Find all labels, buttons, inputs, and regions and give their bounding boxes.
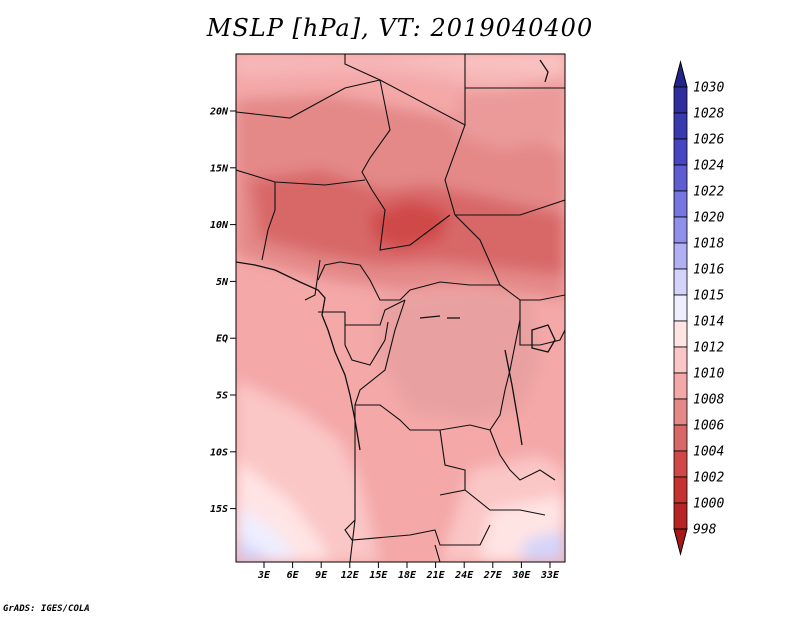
lon-tick-label: 27E: [483, 570, 503, 581]
colorbar-label: 1016: [693, 263, 724, 278]
colorbar-swatch: [673, 112, 688, 140]
colorbar-swatch: [673, 86, 688, 114]
colorbar-label: 1010: [693, 367, 724, 382]
lon-tick-label: 12E: [341, 570, 360, 581]
pressure-field: [236, 54, 565, 562]
colorbar-label: 1026: [693, 133, 724, 148]
country-borders: [236, 54, 565, 562]
colorbar-swatch: [673, 190, 688, 218]
colorbar-label: 1030: [693, 81, 724, 96]
colorbar-swatch: [673, 372, 688, 400]
colorbar-label: 1008: [693, 393, 724, 408]
colorbar-label: 1012: [693, 341, 724, 356]
colorbar-swatch: [673, 424, 688, 452]
colorbar-label: 1024: [693, 159, 724, 174]
colorbar-label: 1015: [693, 289, 724, 304]
lat-tick-label: EQ: [216, 334, 228, 345]
lon-tick-label: 18E: [398, 570, 417, 581]
longitude-axis: 3E 6E 9E 12E 15E 18E 21E 24E 27E 30E 33E: [257, 562, 560, 581]
plot-frame: [235, 53, 566, 563]
colorbar-label: 1022: [693, 185, 724, 200]
colorbar: 1030 1028 1026 1024 1022 1020 1018 1016 1015 1014…: [673, 60, 724, 556]
lon-tick-label: 33E: [540, 570, 560, 581]
lat-tick-label: 10N: [210, 220, 229, 231]
colorbar-swatch: [673, 242, 688, 270]
colorbar-top-arrow: [673, 60, 688, 88]
grads-credit: GrADS: IGES/COLA: [3, 604, 90, 614]
colorbar-swatch: [673, 294, 688, 322]
lat-tick-label: 15S: [210, 504, 228, 515]
colorbar-label: 1002: [693, 471, 724, 486]
colorbar-swatch: [673, 138, 688, 166]
colorbar-label: 1006: [693, 419, 724, 434]
lon-tick-label: 9E: [315, 570, 328, 581]
colorbar-swatch: [673, 216, 688, 244]
colorbar-label: 1028: [693, 107, 724, 122]
latitude-axis: 20N 15N 10N 5N EQ 5S 10S 15S: [209, 107, 236, 515]
colorbar-label: 1014: [693, 315, 724, 330]
colorbar-swatch: [673, 320, 688, 348]
colorbar-label: 1018: [693, 237, 724, 252]
lat-tick-label: 15N: [210, 163, 229, 174]
colorbar-swatch: [673, 476, 688, 504]
colorbar-label: 1000: [693, 497, 724, 512]
lon-tick-label: 30E: [511, 570, 531, 581]
map-title: MSLP [hPa], VT: 2019040400: [206, 14, 594, 42]
lon-tick-label: 6E: [287, 570, 300, 581]
colorbar-label: 1020: [693, 211, 724, 226]
lat-tick-label: 5N: [216, 277, 229, 288]
lat-tick-label: 20N: [209, 107, 229, 118]
lat-tick-label: 5S: [216, 391, 228, 402]
lon-tick-label: 24E: [454, 570, 474, 581]
lat-tick-label: 10S: [210, 447, 228, 458]
colorbar-label: 1004: [693, 445, 724, 460]
colorbar-bottom-arrow: [673, 528, 688, 556]
lon-tick-label: 15E: [369, 570, 388, 581]
colorbar-swatch: [673, 268, 688, 296]
colorbar-swatch: [673, 398, 688, 426]
colorbar-swatch: [673, 346, 688, 374]
coastline: [236, 59, 556, 451]
colorbar-swatch: [673, 502, 688, 530]
colorbar-label: 998: [693, 523, 717, 538]
lon-tick-label: 21E: [426, 570, 446, 581]
lon-tick-label: 3E: [257, 570, 271, 581]
colorbar-swatch: [673, 450, 688, 478]
colorbar-swatch: [673, 164, 688, 192]
